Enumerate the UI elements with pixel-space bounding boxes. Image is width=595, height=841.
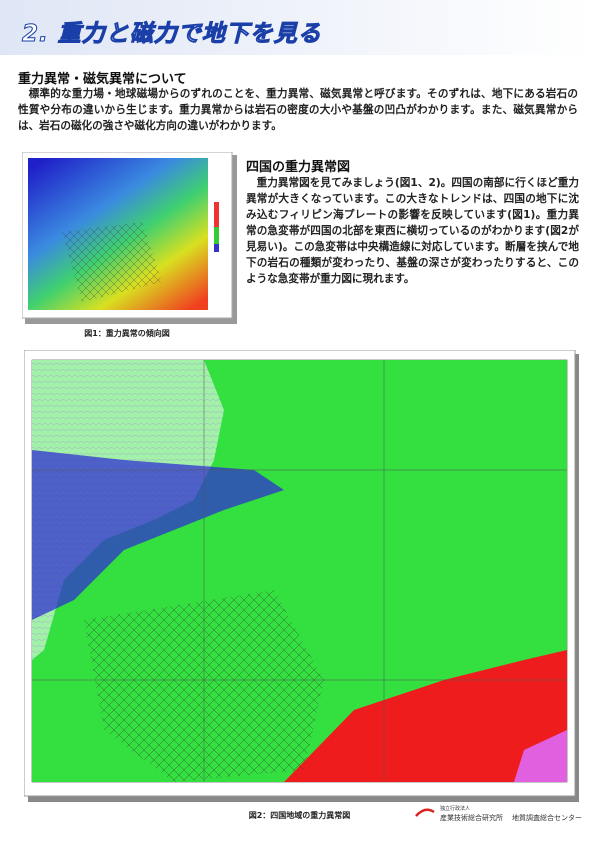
footer-center: 地質調査総合センター — [512, 814, 582, 822]
footer-org: 産業技術総合研究所 — [440, 814, 503, 822]
figure-caption: 図2：四国地域の重力異常図 — [248, 811, 351, 820]
section-heading: 四国の重力異常図 — [246, 160, 351, 175]
footer-org-type: 独立行政法人 — [440, 806, 471, 812]
paragraph: 標準的な重力場・地球磁場からのずれのことを、重力異常、磁気異常と呼びます。そのず… — [18, 88, 578, 132]
title-bar — [0, 0, 595, 55]
paragraph: 重力異常図を見てみましょう(図1、2)。四国の南部に行くほど重力異常が大きくなっ… — [246, 177, 579, 285]
section-heading: 重力異常・磁気異常について — [18, 72, 187, 87]
logo — [415, 808, 435, 817]
figure-caption: 図1：重力異常の傾向図 — [84, 329, 170, 338]
figure-2 — [24, 350, 579, 802]
page-title: 2. 重力と磁力で地下を見る — [22, 21, 322, 48]
figure-1 — [22, 152, 237, 324]
